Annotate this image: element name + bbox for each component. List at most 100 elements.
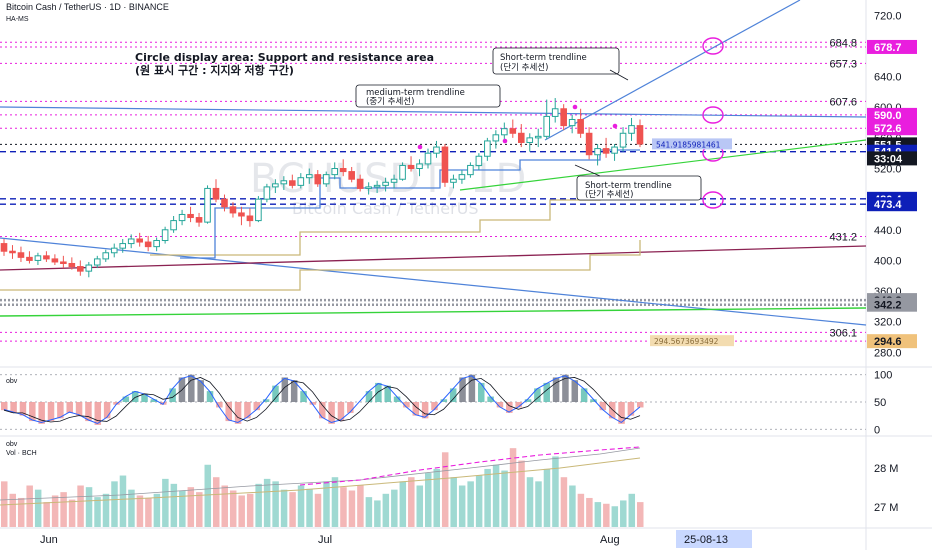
candle-body xyxy=(399,164,406,180)
volume-bar xyxy=(179,490,186,527)
volume-name: Vol · BCH xyxy=(6,450,37,457)
volume-bar xyxy=(620,500,627,527)
candle-body xyxy=(348,171,355,180)
oscillator-bar xyxy=(244,402,251,419)
volume-bar xyxy=(111,481,118,527)
volume-bar xyxy=(43,502,50,527)
candle xyxy=(475,153,483,171)
candle xyxy=(9,245,16,259)
candle-body xyxy=(238,212,245,217)
candle xyxy=(85,261,93,278)
time-axis-tick: Jun xyxy=(40,534,58,546)
oscillator-bar xyxy=(608,402,616,419)
oscillator-line xyxy=(3,375,641,425)
oscillator-bar xyxy=(262,399,270,402)
oscillator-bar xyxy=(459,377,466,402)
volume-bar xyxy=(501,470,508,527)
volume-bar xyxy=(238,495,245,527)
inline-label-text: 294.5673693492 xyxy=(654,337,719,346)
candle xyxy=(484,137,491,161)
candle-body xyxy=(577,118,584,134)
signal-marker xyxy=(502,138,508,144)
price-axis-label: 431.2 xyxy=(829,232,857,244)
oscillator-bar xyxy=(571,380,579,402)
candle xyxy=(272,179,279,194)
candle-body xyxy=(280,180,288,185)
price-axis-label-text: 657.3 xyxy=(829,58,857,70)
candle xyxy=(110,243,118,258)
candle xyxy=(289,174,296,189)
candle-body xyxy=(619,132,627,148)
volume-bar xyxy=(603,503,610,527)
oscillator-bar xyxy=(627,402,635,416)
medium-term-trendline xyxy=(0,106,867,118)
candle xyxy=(331,162,339,180)
volume-bar xyxy=(170,483,178,527)
callout-box xyxy=(492,47,620,75)
time-axis-tick: Jul xyxy=(318,534,332,546)
volume-bar xyxy=(196,492,203,527)
oscillator-bar xyxy=(347,402,354,413)
volume-bar xyxy=(331,477,339,527)
candle-body xyxy=(305,174,313,179)
candle xyxy=(161,226,169,244)
candle-body xyxy=(110,247,118,254)
oscillator-name: obv xyxy=(6,378,18,385)
oscillator-bar xyxy=(496,402,504,408)
oscillator-bar xyxy=(319,402,326,419)
price-axis-label-bg xyxy=(867,39,917,54)
volume-bar xyxy=(391,489,398,527)
candle-body xyxy=(424,152,432,165)
candle-body xyxy=(229,206,237,214)
price-axis-tick: 720.0 xyxy=(874,10,902,22)
inline-label-bg xyxy=(652,138,732,150)
volume-bar xyxy=(509,448,517,527)
candle-body xyxy=(365,186,372,189)
oscillator-bar xyxy=(487,396,494,402)
candle-body xyxy=(611,146,618,154)
candle xyxy=(102,249,110,262)
oscillator-bar xyxy=(272,385,279,402)
candle-body xyxy=(560,108,567,127)
oscillator-bar xyxy=(66,402,73,413)
candle xyxy=(356,174,364,192)
price-axis-label: 306.1 xyxy=(829,327,857,339)
annotation-circle-area-2: (원 표시 구간 : 지지와 저항 구간) xyxy=(135,63,294,77)
oscillator-bar xyxy=(131,391,139,402)
oscillator-bar xyxy=(637,402,644,408)
candle xyxy=(636,119,644,148)
short-term-trendline-up xyxy=(544,0,801,141)
volume-bar xyxy=(306,488,313,527)
candle xyxy=(619,127,627,152)
price-axis-label-text: 431.2 xyxy=(829,232,857,244)
candle-body xyxy=(356,178,364,189)
volume-bar xyxy=(221,485,228,527)
callout-medium-trendline: medium-term trendline(중기 추세선) xyxy=(355,84,501,108)
candle-body xyxy=(390,178,398,183)
candle-body xyxy=(289,180,296,186)
step-line-tan-lower xyxy=(0,240,641,291)
oscillator-bar xyxy=(543,382,550,402)
candle xyxy=(526,133,534,152)
candle xyxy=(390,174,398,189)
volume-bar xyxy=(594,502,602,527)
oscillator-bar xyxy=(29,402,36,422)
candle xyxy=(77,260,84,276)
price-axis-label-text: 473.4 xyxy=(874,199,902,211)
volume-obv-signal xyxy=(299,446,641,486)
price-axis-tick: 440.0 xyxy=(874,225,902,237)
volume-bar xyxy=(340,487,347,527)
candle-body xyxy=(102,252,110,260)
callout-text: (단기 추세선) xyxy=(585,189,633,200)
price-axis-label: 473.4 xyxy=(867,197,917,212)
callout-text: (중기 추세선) xyxy=(366,97,414,107)
price-axis-label: 657.3 xyxy=(829,58,857,70)
price-axis-label: 342.2 xyxy=(867,297,917,312)
candle xyxy=(509,119,517,138)
volume-bar xyxy=(68,499,76,527)
candle xyxy=(195,212,203,227)
candle-body xyxy=(475,155,483,166)
oscillator-bar xyxy=(300,391,307,402)
volume-bar xyxy=(85,487,93,527)
